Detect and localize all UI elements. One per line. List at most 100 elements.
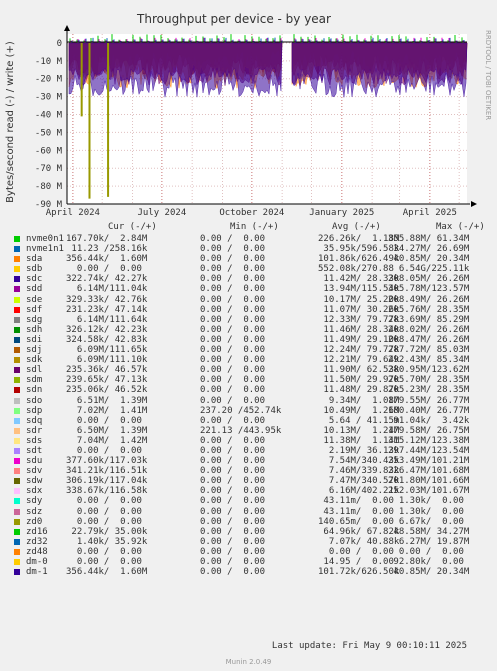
legend-row: sdb 0.00 / 0.00 0.00 / 0.00 552.08k/270.88… xyxy=(12,264,482,274)
legend-swatch xyxy=(14,276,20,283)
legend-swatch xyxy=(14,498,20,505)
chart-title: Throughput per device - by year xyxy=(136,12,331,26)
legend-swatch xyxy=(14,397,20,404)
legend-max: 205.23M/ 28.35M xyxy=(388,385,470,396)
legend-min: 0.00 / 0.00 xyxy=(200,536,266,547)
legend-header-cur: Cur (-/+) xyxy=(108,222,157,232)
legend-row: sdv 341.21k/116.51k 0.00 / 0.00 7.46M/339.… xyxy=(12,466,482,476)
legend-cur: 324.58k/ 42.83k xyxy=(66,334,148,345)
y-tick-label: -40 M xyxy=(35,111,63,121)
legend-min: 0.00 / 0.00 xyxy=(200,506,266,517)
legend-row: sdi 324.58k/ 42.83k 0.00 / 0.00 11.49M/ 29… xyxy=(12,335,482,345)
legend-cur: 235.06k/ 46.52k xyxy=(66,385,148,396)
legend-min: 0.00 / 0.00 xyxy=(200,345,266,356)
legend: Cur (-/+) Min (-/+) Avg (-/+) Max (-/+) … xyxy=(12,222,485,577)
legend-row: sds 7.04M/ 1.42M 0.00 / 0.00 11.38M/ 1.14… xyxy=(12,436,482,446)
legend-device-name: nvme1n1 xyxy=(26,244,64,255)
y-tick-label: -10 M xyxy=(35,57,63,67)
legend-min: 0.00 / 0.00 xyxy=(200,304,266,315)
legend-cur: 341.21k/116.51k xyxy=(66,466,148,477)
legend-cur: 6.09M/111.65k xyxy=(66,345,148,356)
legend-max: 208.02M/ 26.26M xyxy=(388,324,470,335)
y-tick-label: -70 M xyxy=(35,164,63,174)
legend-avg: 0.00 / 0.00 xyxy=(318,546,400,557)
legend-swatch xyxy=(14,548,20,555)
legend-cur: 239.65k/ 47.13k xyxy=(66,375,148,386)
legend-min: 0.00 / 0.00 xyxy=(200,516,266,527)
legend-row: nvme0n1 167.70k/ 2.84M 0.00 / 0.00 226.26k/… xyxy=(12,234,482,244)
legend-device-name: sdx xyxy=(26,486,43,497)
legend-max: 292.43M/ 85.34M xyxy=(388,355,470,366)
legend-cur: 7.02M/ 1.41M xyxy=(66,405,148,416)
legend-cur: 6.51M/ 1.39M xyxy=(66,395,148,406)
legend-min: 0.00 / 0.00 xyxy=(200,496,266,507)
legend-avg: 11.42M/ 28.33k xyxy=(318,274,400,285)
legend-min: 0.00 / 0.00 xyxy=(200,567,266,578)
legend-cur: 11.23 /258.16k xyxy=(66,244,148,255)
legend-swatch xyxy=(14,336,20,343)
legend-device-name: sdi xyxy=(26,334,43,345)
legend-avg: 10.49M/ 1.26M xyxy=(318,405,400,416)
legend-max: 6.27M/ 19.87M xyxy=(388,536,470,547)
legend-device-name: zd32 xyxy=(26,536,48,547)
legend-cur: 22.79k/ 35.00k xyxy=(66,526,148,537)
legend-avg: 11.48M/ 29.87k xyxy=(318,385,400,396)
legend-min: 0.00 / 0.00 xyxy=(200,466,266,477)
legend-avg: 11.38M/ 1.14M xyxy=(318,435,400,446)
legend-row: sdq 0.00 / 0.00 0.00 / 0.00 5.64 / 41.15m… xyxy=(12,416,482,426)
legend-max: 40.85M/ 20.34M xyxy=(388,254,470,265)
legend-cur: 0.00 / 0.00 xyxy=(66,415,142,426)
legend-cur: 231.23k/ 47.14k xyxy=(66,304,148,315)
legend-max: 205.76M/ 28.35M xyxy=(388,304,470,315)
legend-max: 0.00 / 0.00 xyxy=(388,546,470,557)
legend-swatch xyxy=(14,266,20,273)
x-tick-label: April 2024 xyxy=(46,208,100,218)
legend-device-name: sdu xyxy=(26,456,43,467)
legend-device-name: sdq xyxy=(26,415,43,426)
last-update: Last update: Fri May 9 00:10:11 2025 xyxy=(271,641,467,651)
legend-avg: 12.21M/ 79.64k xyxy=(318,355,400,366)
legend-cur: 6.09M/111.10k xyxy=(66,355,148,366)
legend-avg: 35.95k/596.58k xyxy=(318,244,400,255)
legend-swatch xyxy=(14,256,20,263)
legend-row: sda 356.44k/ 1.60M 0.00 / 0.00 101.86k/626.… xyxy=(12,254,482,264)
legend-row: sdo 6.51M/ 1.39M 0.00 / 0.00 9.34M/ 1.08M… xyxy=(12,396,482,406)
legend-device-name: sdt xyxy=(26,445,43,456)
legend-swatch xyxy=(14,286,20,293)
legend-max: 180.40M/ 26.77M xyxy=(388,405,470,416)
series-areas xyxy=(68,34,468,199)
legend-cur: 0.00 / 0.00 xyxy=(66,264,142,275)
legend-swatch xyxy=(14,296,20,303)
legend-min: 0.00 / 0.00 xyxy=(200,365,266,376)
legend-max: 179.58M/ 26.75M xyxy=(388,425,470,436)
legend-rows: nvme0n1 167.70k/ 2.84M 0.00 / 0.00 226.26k/… xyxy=(12,234,482,577)
legend-row: sdd 6.14M/111.04k 0.00 / 0.00 13.94M/115.… xyxy=(12,284,482,294)
legend-swatch xyxy=(14,468,20,475)
y-tick-label: -50 M xyxy=(35,128,63,138)
legend-swatch xyxy=(14,538,20,545)
legend-device-name: sdv xyxy=(26,466,43,477)
y-axis-label: Bytes/second read (-) / write (+) xyxy=(5,41,16,203)
legend-min: 0.00 / 0.00 xyxy=(200,385,266,396)
y-tick-label: 0 xyxy=(57,39,62,49)
x-axis-arrow xyxy=(471,201,477,207)
legend-swatch xyxy=(14,377,20,384)
legend-row: sdy 0.00 / 0.00 0.00 / 0.00 43.11m/ 0.00 … xyxy=(12,496,482,506)
legend-avg: 11.46M/ 28.34k xyxy=(318,324,400,335)
legend-device-name: zd16 xyxy=(26,526,48,537)
legend-cur: 0.00 / 0.00 xyxy=(66,496,142,507)
legend-min: 0.00 / 0.00 xyxy=(200,526,266,537)
legend-row: sdk 6.09M/111.10k 0.00 / 0.00 12.21M/ 79.… xyxy=(12,355,482,365)
legend-cur: 306.19k/117.04k xyxy=(66,476,148,487)
legend-swatch xyxy=(14,357,20,364)
legend-row: sde 329.33k/ 42.76k 0.00 / 0.00 10.17M/ 25… xyxy=(12,295,482,305)
legend-cur: 6.14M/111.04k xyxy=(66,284,148,295)
legend-min: 237.20 /452.74k xyxy=(200,405,282,416)
legend-swatch xyxy=(14,326,20,333)
legend-device-name: sdk xyxy=(26,355,43,366)
legend-max: 1.30k/ 0.00 xyxy=(388,496,470,507)
legend-row: dm-0 0.00 / 0.00 0.00 / 0.00 14.95 / 0.00… xyxy=(12,557,482,567)
legend-min: 0.00 / 0.00 xyxy=(200,314,266,325)
legend-cur: 7.04M/ 1.42M xyxy=(66,435,148,446)
legend-max: 34.27M/ 26.69M xyxy=(388,244,470,255)
